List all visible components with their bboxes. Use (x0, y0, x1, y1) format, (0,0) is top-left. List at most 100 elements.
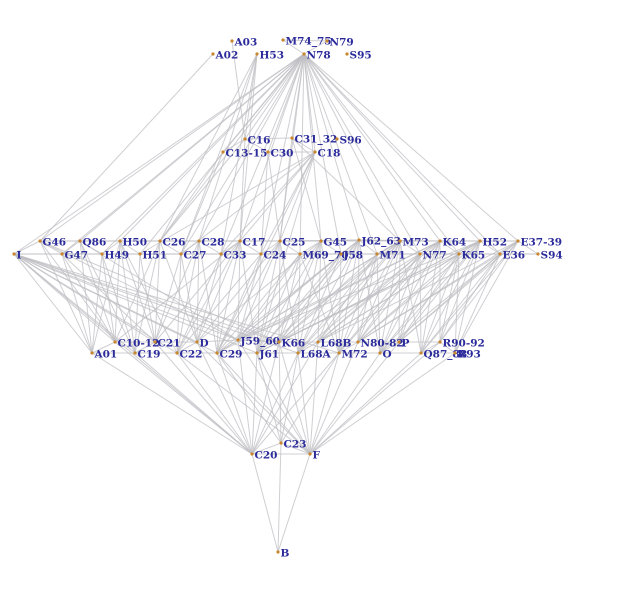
node-L68A[interactable]: L68A (296, 349, 331, 361)
node-C10-12[interactable]: C10-12 (113, 338, 159, 350)
node-label: R93 (458, 349, 481, 361)
node-C33[interactable]: C33 (219, 250, 246, 262)
edge-D-C17 (196, 240, 241, 343)
node-G46[interactable]: G46 (38, 237, 66, 249)
node-label: E37-39 (521, 237, 563, 249)
node-label: J62_63 (361, 236, 401, 249)
node-marker-icon (397, 340, 401, 344)
node-H50[interactable]: H50 (118, 237, 147, 249)
node-C16[interactable]: C16 (243, 135, 270, 147)
edge-N80-82-J62_63 (357, 239, 360, 343)
node-E37-39[interactable]: E37-39 (516, 237, 562, 249)
node-C23[interactable]: C23 (279, 439, 306, 451)
node-marker-icon (266, 150, 270, 154)
node-marker-icon (357, 238, 361, 242)
node-S96[interactable]: S96 (335, 135, 362, 147)
node-C26[interactable]: C26 (158, 237, 185, 249)
node-M71[interactable]: M71 (375, 250, 406, 262)
node-C28[interactable]: C28 (197, 237, 224, 249)
node-J58[interactable]: J58 (339, 250, 363, 262)
node-A02[interactable]: A02 (211, 50, 238, 62)
node-H51[interactable]: H51 (138, 250, 167, 262)
node-label: N78 (307, 50, 331, 62)
node-O[interactable]: O (378, 349, 392, 361)
node-C22[interactable]: C22 (175, 349, 202, 361)
edge-L68B-G45 (317, 240, 322, 343)
node-E36[interactable]: E36 (498, 250, 525, 262)
node-label: C33 (224, 250, 247, 262)
node-S95[interactable]: S95 (345, 50, 372, 62)
edge-C29-C33 (216, 253, 222, 354)
edge-H53-C17 (239, 53, 258, 242)
node-B[interactable]: B (276, 548, 290, 560)
node-K66[interactable]: K66 (277, 338, 305, 350)
node-F[interactable]: F (308, 450, 321, 462)
node-marker-icon (175, 351, 179, 355)
node-C20[interactable]: C20 (250, 450, 277, 462)
node-Q87_88[interactable]: Q87_88 (419, 349, 467, 362)
node-C25[interactable]: C25 (278, 237, 305, 249)
node-M74_75[interactable]: M74_75 (281, 36, 332, 49)
node-marker-icon (238, 239, 242, 243)
node-J62_63[interactable]: J62_63 (357, 236, 401, 249)
node-P[interactable]: P (397, 338, 410, 350)
node-A03[interactable]: A03 (230, 37, 257, 49)
node-C30[interactable]: C30 (266, 148, 293, 160)
node-C31_32[interactable]: C31_32 (290, 134, 337, 147)
node-K65[interactable]: K65 (457, 250, 485, 262)
edge-Q87_88-K65 (420, 253, 460, 354)
node-R93[interactable]: R93 (453, 349, 481, 361)
node-marker-icon (308, 452, 312, 456)
node-S94[interactable]: S94 (536, 250, 563, 262)
edge-A01-H50 (91, 240, 121, 354)
node-C27[interactable]: C27 (179, 250, 206, 262)
node-C29[interactable]: C29 (215, 349, 242, 361)
node-marker-icon (38, 239, 42, 243)
node-C13-15[interactable]: C13-15 (221, 148, 267, 160)
node-H52[interactable]: H52 (478, 237, 507, 249)
edge-A01-H49 (91, 253, 103, 354)
edge-C19-H51 (134, 253, 141, 354)
node-C21[interactable]: C21 (153, 338, 180, 350)
node-Q86[interactable]: Q86 (78, 237, 106, 249)
node-J59_60[interactable]: J59_60 (236, 336, 280, 349)
node-N79[interactable]: N79 (325, 37, 354, 49)
node-N80-82[interactable]: N80-82 (356, 338, 404, 350)
edge-N78-C17 (239, 53, 305, 242)
node-C24[interactable]: C24 (259, 250, 286, 262)
node-D[interactable]: D (195, 338, 209, 350)
node-N77[interactable]: N77 (418, 250, 447, 262)
node-G47[interactable]: G47 (60, 250, 88, 262)
node-R90-92[interactable]: R90-92 (438, 338, 485, 350)
node-C18[interactable]: C18 (313, 148, 340, 160)
edge-F-Q87_88 (309, 352, 422, 455)
node-N78[interactable]: N78 (302, 50, 331, 62)
edge-M74_75-N78 (282, 39, 305, 55)
node-M69_70[interactable]: M69_70 (298, 250, 349, 263)
node-A01[interactable]: A01 (90, 349, 117, 361)
edge-R90-92-Q87_88 (420, 341, 441, 354)
edge-F-N80-82 (309, 341, 359, 455)
node-M73[interactable]: M73 (398, 237, 429, 249)
node-M72[interactable]: M72 (337, 349, 368, 361)
edge-N78-H49 (101, 53, 305, 255)
edge-M72-M71 (338, 253, 378, 354)
node-label: D (200, 338, 209, 350)
edge-F-R90-92 (309, 341, 441, 455)
node-I[interactable]: I (12, 250, 22, 262)
edge-C20-A01 (91, 352, 253, 455)
node-label: H53 (260, 50, 285, 62)
edge-G45-M69_70 (299, 240, 322, 255)
node-label: O (383, 349, 392, 361)
edge-C23-C29 (216, 352, 282, 444)
node-G45[interactable]: G45 (319, 237, 347, 249)
edge-K66-J61 (256, 341, 280, 354)
node-L68B[interactable]: L68B (316, 338, 351, 350)
node-C17[interactable]: C17 (238, 237, 265, 249)
node-H53[interactable]: H53 (255, 50, 284, 62)
node-H49[interactable]: H49 (100, 250, 129, 262)
node-J61[interactable]: J61 (255, 349, 279, 361)
node-K64[interactable]: K64 (438, 237, 466, 249)
node-marker-icon (90, 351, 94, 355)
node-C19[interactable]: C19 (133, 349, 160, 361)
